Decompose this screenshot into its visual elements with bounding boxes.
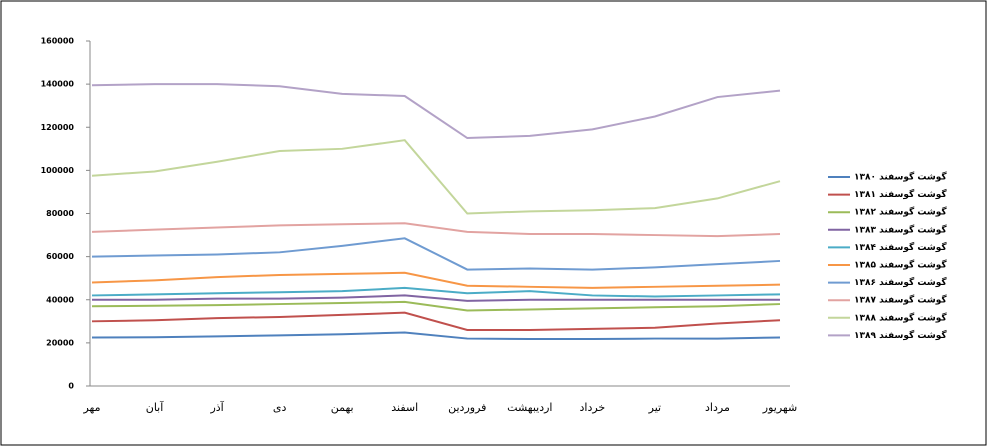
x-tick-label: تیر	[648, 401, 661, 414]
legend-label: گوشت گوسفند ۱۳۸۴	[854, 241, 947, 253]
x-tick-label: اسفند	[391, 401, 418, 414]
x-tick-label: آبان	[146, 400, 164, 414]
y-tick-label: 160000	[41, 37, 75, 46]
x-tick-label: مرداد	[705, 401, 730, 414]
legend-label: گوشت گوسفند ۱۳۸۷	[854, 294, 947, 306]
series-line	[91, 222, 781, 238]
series-line	[91, 331, 781, 340]
series-line	[91, 237, 781, 271]
x-tick-label: اردیبهشت	[507, 401, 552, 414]
x-tick-label: شهریور	[762, 401, 797, 414]
series-line	[91, 300, 781, 312]
legend-label: گوشت گوسفند ۱۳۸۶	[854, 276, 947, 288]
y-tick-label: 100000	[41, 166, 75, 175]
x-tick-label: دی	[273, 401, 287, 414]
legend-label: گوشت گوسفند ۱۳۸۸	[854, 311, 947, 323]
y-tick-label: 40000	[46, 295, 74, 304]
series-line	[91, 139, 781, 215]
legend-label: گوشت گوسفند ۱۳۸۹	[854, 329, 947, 341]
y-tick-label: 20000	[46, 338, 74, 347]
legend-label: گوشت گوسفند ۱۳۸۳	[854, 223, 947, 235]
y-tick-label: 120000	[41, 123, 75, 132]
series-line	[92, 294, 780, 302]
x-tick-label: آذر	[209, 400, 224, 414]
series-line	[91, 271, 781, 289]
legend-label: گوشت گوسفند ۱۳۸۲	[854, 206, 947, 218]
series-line	[91, 311, 781, 331]
x-tick-label: مهر	[82, 401, 100, 414]
y-tick-label: 60000	[46, 252, 74, 261]
series-line	[91, 286, 781, 298]
x-tick-label: فروردین	[448, 401, 486, 414]
y-tick-label: 0	[68, 382, 74, 391]
x-tick-label: خرداد	[579, 401, 605, 414]
series-line	[91, 83, 781, 140]
y-tick-label: 140000	[41, 80, 75, 89]
legend-label: گوشت گوسفند ۱۳۸۵	[854, 259, 947, 271]
y-tick-label: 80000	[46, 209, 74, 218]
legend-label: گوشت گوسفند ۱۳۸۱	[854, 188, 947, 200]
x-tick-label: بهمن	[331, 401, 354, 414]
legend-label: گوشت گوسفند ۱۳۸۰	[854, 171, 947, 183]
